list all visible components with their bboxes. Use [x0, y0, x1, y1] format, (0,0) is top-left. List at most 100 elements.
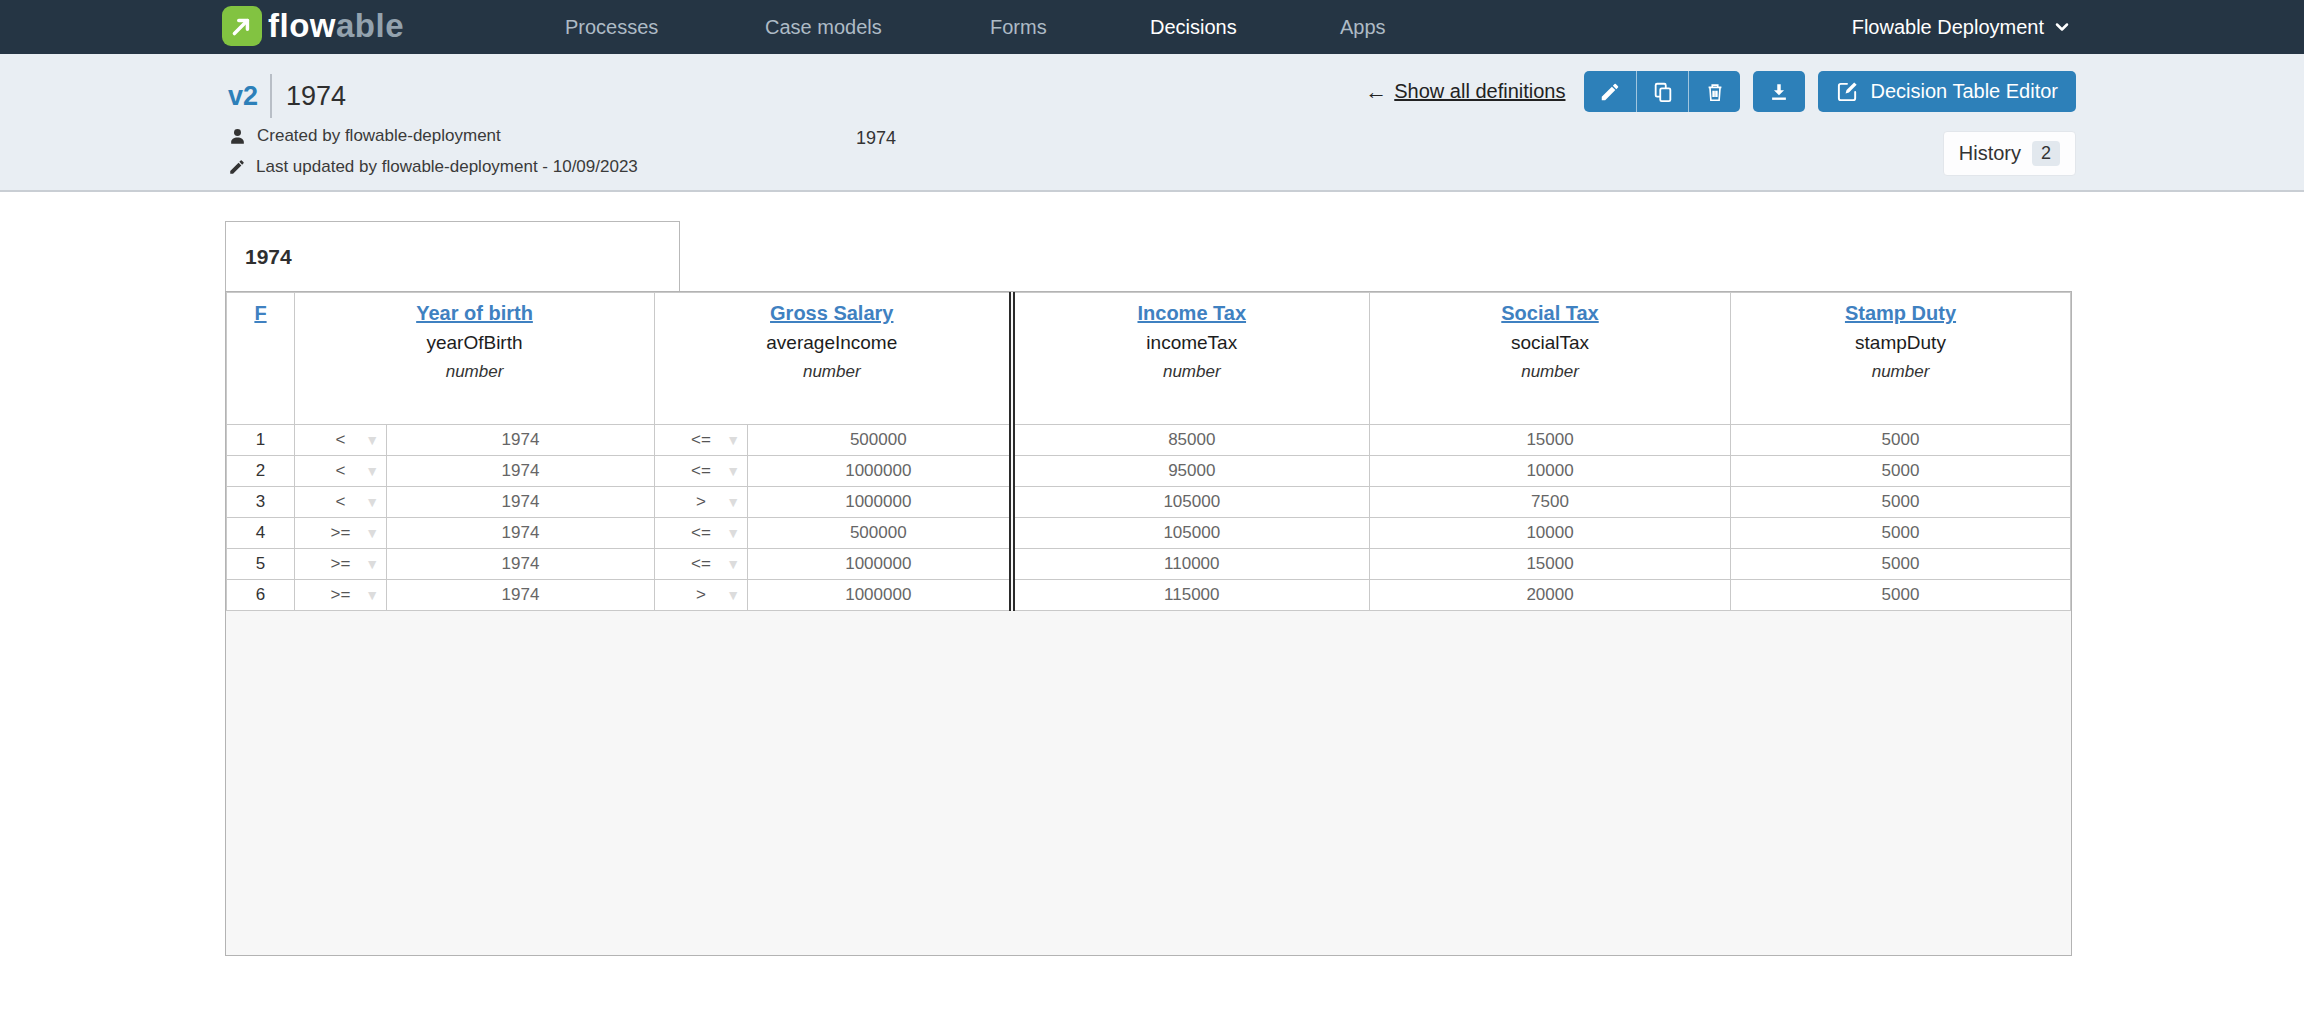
operator-cell[interactable]: >▼ [655, 487, 748, 518]
operator-cell[interactable]: <▼ [295, 456, 387, 487]
output-value-cell[interactable]: 5000 [1731, 487, 2071, 518]
column-header-link[interactable]: Gross Salary [770, 302, 893, 325]
dropdown-caret-icon: ▼ [726, 525, 740, 541]
column-property: socialTax [1370, 332, 1730, 354]
operator-value: >= [331, 585, 351, 604]
dropdown-caret-icon: ▼ [726, 494, 740, 510]
output-value-cell[interactable]: 105000 [1012, 487, 1370, 518]
top-navbar: flowable Processes Case models Forms Dec… [0, 0, 2304, 54]
output-column-header-stamp-duty: Stamp Duty stampDuty number [1731, 293, 2071, 425]
output-value-cell[interactable]: 105000 [1012, 518, 1370, 549]
input-value-cell[interactable]: 1000000 [748, 487, 1012, 518]
table-row: 1<▼1974<=▼50000085000150005000 [227, 425, 2071, 456]
output-value-cell[interactable]: 115000 [1012, 580, 1370, 611]
row-number-cell: 2 [227, 456, 295, 487]
output-value-cell[interactable]: 15000 [1370, 549, 1731, 580]
operator-cell[interactable]: <=▼ [655, 549, 748, 580]
output-column-header-social-tax: Social Tax socialTax number [1370, 293, 1731, 425]
input-value-cell[interactable]: 1974 [387, 518, 655, 549]
output-value-cell[interactable]: 15000 [1370, 425, 1731, 456]
operator-value: >= [331, 554, 351, 573]
output-value-cell[interactable]: 5000 [1731, 425, 2071, 456]
operator-value: < [336, 430, 346, 449]
output-value-cell[interactable]: 5000 [1731, 580, 2071, 611]
copy-icon [1652, 81, 1674, 103]
operator-cell[interactable]: <=▼ [655, 518, 748, 549]
flowable-logo[interactable]: flowable [222, 6, 404, 46]
column-property: incomeTax [1015, 332, 1370, 354]
input-value-cell[interactable]: 500000 [748, 425, 1012, 456]
dropdown-caret-icon: ▼ [365, 432, 379, 448]
operator-cell[interactable]: <▼ [295, 487, 387, 518]
hit-policy-link[interactable]: F [254, 302, 266, 325]
input-value-cell[interactable]: 1000000 [748, 456, 1012, 487]
input-column-header-gross-salary: Gross Salary averageIncome number [655, 293, 1012, 425]
nav-item-apps[interactable]: Apps [1340, 0, 1386, 54]
input-value-cell[interactable]: 1974 [387, 425, 655, 456]
decision-table-container: F Year of birth yearOfBirth number Gross… [225, 291, 2072, 956]
output-value-cell[interactable]: 7500 [1370, 487, 1731, 518]
output-value-cell[interactable]: 20000 [1370, 580, 1731, 611]
output-value-cell[interactable]: 95000 [1012, 456, 1370, 487]
pencil-icon [1599, 81, 1621, 103]
table-row: 2<▼1974<=▼100000095000100005000 [227, 456, 2071, 487]
nav-item-decisions[interactable]: Decisions [1150, 0, 1237, 54]
operator-cell[interactable]: >=▼ [295, 580, 387, 611]
row-number-cell: 6 [227, 580, 295, 611]
input-value-cell[interactable]: 1974 [387, 487, 655, 518]
operator-cell[interactable]: >▼ [655, 580, 748, 611]
operator-cell[interactable]: <=▼ [655, 456, 748, 487]
definition-header: v2 1974 Created by flowable-deployment L… [0, 54, 2304, 192]
download-button[interactable] [1753, 71, 1805, 112]
operator-cell[interactable]: <=▼ [655, 425, 748, 456]
operator-value: <= [691, 554, 711, 573]
output-value-cell[interactable]: 10000 [1370, 456, 1731, 487]
created-by-text: Created by flowable-deployment [257, 126, 501, 146]
output-value-cell[interactable]: 10000 [1370, 518, 1731, 549]
flowable-logo-icon [222, 6, 262, 46]
nav-item-case-models[interactable]: Case models [765, 0, 882, 54]
decision-table-editor-button[interactable]: Decision Table Editor [1818, 71, 2076, 112]
definition-description: 1974 [856, 128, 896, 149]
column-type: number [1370, 362, 1730, 382]
row-number-cell: 4 [227, 518, 295, 549]
decision-rows: 1<▼1974<=▼500000850001500050002<▼1974<=▼… [227, 425, 2071, 611]
row-number-cell: 5 [227, 549, 295, 580]
output-value-cell[interactable]: 85000 [1012, 425, 1370, 456]
input-value-cell[interactable]: 1974 [387, 580, 655, 611]
operator-cell[interactable]: >=▼ [295, 518, 387, 549]
column-header-link[interactable]: Social Tax [1501, 302, 1598, 325]
operator-value: <= [691, 461, 711, 480]
edit-button[interactable] [1584, 71, 1636, 112]
table-row: 4>=▼1974<=▼500000105000100005000 [227, 518, 2071, 549]
operator-value: >= [331, 523, 351, 542]
delete-button[interactable] [1688, 71, 1740, 112]
history-count-badge: 2 [2032, 141, 2060, 166]
duplicate-button[interactable] [1636, 71, 1688, 112]
input-value-cell[interactable]: 500000 [748, 518, 1012, 549]
output-value-cell[interactable]: 5000 [1731, 456, 2071, 487]
pencil-small-icon [228, 158, 246, 176]
column-header-link[interactable]: Stamp Duty [1845, 302, 1956, 325]
input-value-cell[interactable]: 1000000 [748, 580, 1012, 611]
history-button[interactable]: History 2 [1943, 131, 2076, 176]
output-value-cell[interactable]: 5000 [1731, 549, 2071, 580]
operator-cell[interactable]: >=▼ [295, 549, 387, 580]
operator-cell[interactable]: <▼ [295, 425, 387, 456]
nav-item-processes[interactable]: Processes [565, 0, 658, 54]
action-button-group [1584, 71, 1740, 112]
show-all-definitions-link[interactable]: ← Show all definitions [1365, 80, 1565, 103]
row-number-cell: 3 [227, 487, 295, 518]
deployment-menu[interactable]: Flowable Deployment [1852, 0, 2072, 54]
input-value-cell[interactable]: 1974 [387, 549, 655, 580]
column-header-link[interactable]: Year of birth [416, 302, 533, 325]
last-updated-line: Last updated by flowable-deployment - 10… [228, 157, 638, 177]
input-value-cell[interactable]: 1000000 [748, 549, 1012, 580]
output-value-cell[interactable]: 5000 [1731, 518, 2071, 549]
nav-item-forms[interactable]: Forms [990, 0, 1047, 54]
output-value-cell[interactable]: 110000 [1012, 549, 1370, 580]
operator-value: > [696, 585, 706, 604]
column-header-link[interactable]: Income Tax [1137, 302, 1246, 325]
input-value-cell[interactable]: 1974 [387, 456, 655, 487]
table-row: 5>=▼1974<=▼1000000110000150005000 [227, 549, 2071, 580]
